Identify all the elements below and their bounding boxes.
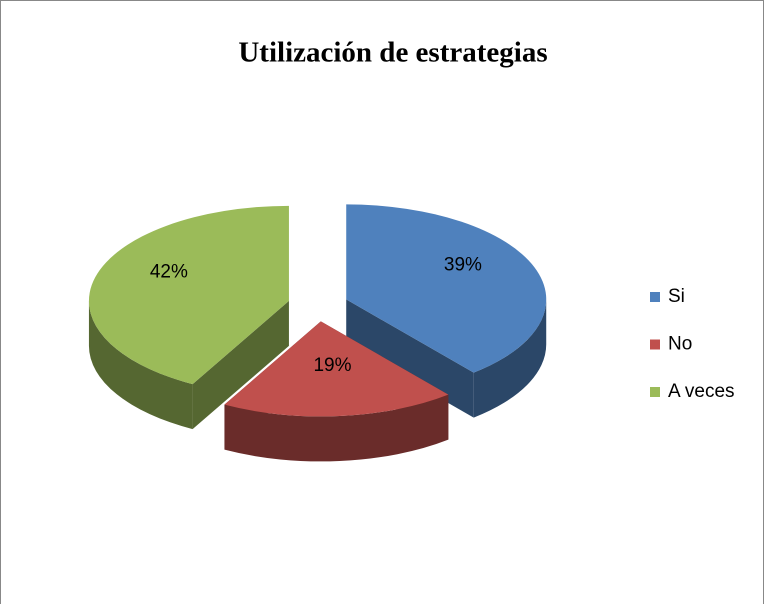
slice-wall (88, 300, 193, 430)
legend-label: No (668, 334, 692, 355)
data-label: 39% (444, 254, 482, 275)
slice-top (346, 204, 547, 373)
slice-top (224, 321, 449, 417)
legend-swatch (650, 387, 660, 397)
chart-title: Utilización de estrategias (238, 37, 547, 69)
slice-side (192, 300, 289, 430)
pie-slice (224, 321, 449, 462)
data-label: 42% (150, 261, 188, 282)
legend-swatch (650, 339, 660, 350)
data-label: 19% (313, 355, 351, 376)
slice-side (346, 299, 474, 418)
legend-label: Si (668, 286, 685, 307)
pie-slice (88, 205, 289, 430)
slice-wall (224, 394, 449, 462)
pie-slice (346, 204, 547, 418)
legend-swatch (650, 292, 660, 302)
slice-top (88, 205, 289, 385)
legend-label: A veces (668, 381, 735, 402)
slice-wall (473, 299, 547, 418)
